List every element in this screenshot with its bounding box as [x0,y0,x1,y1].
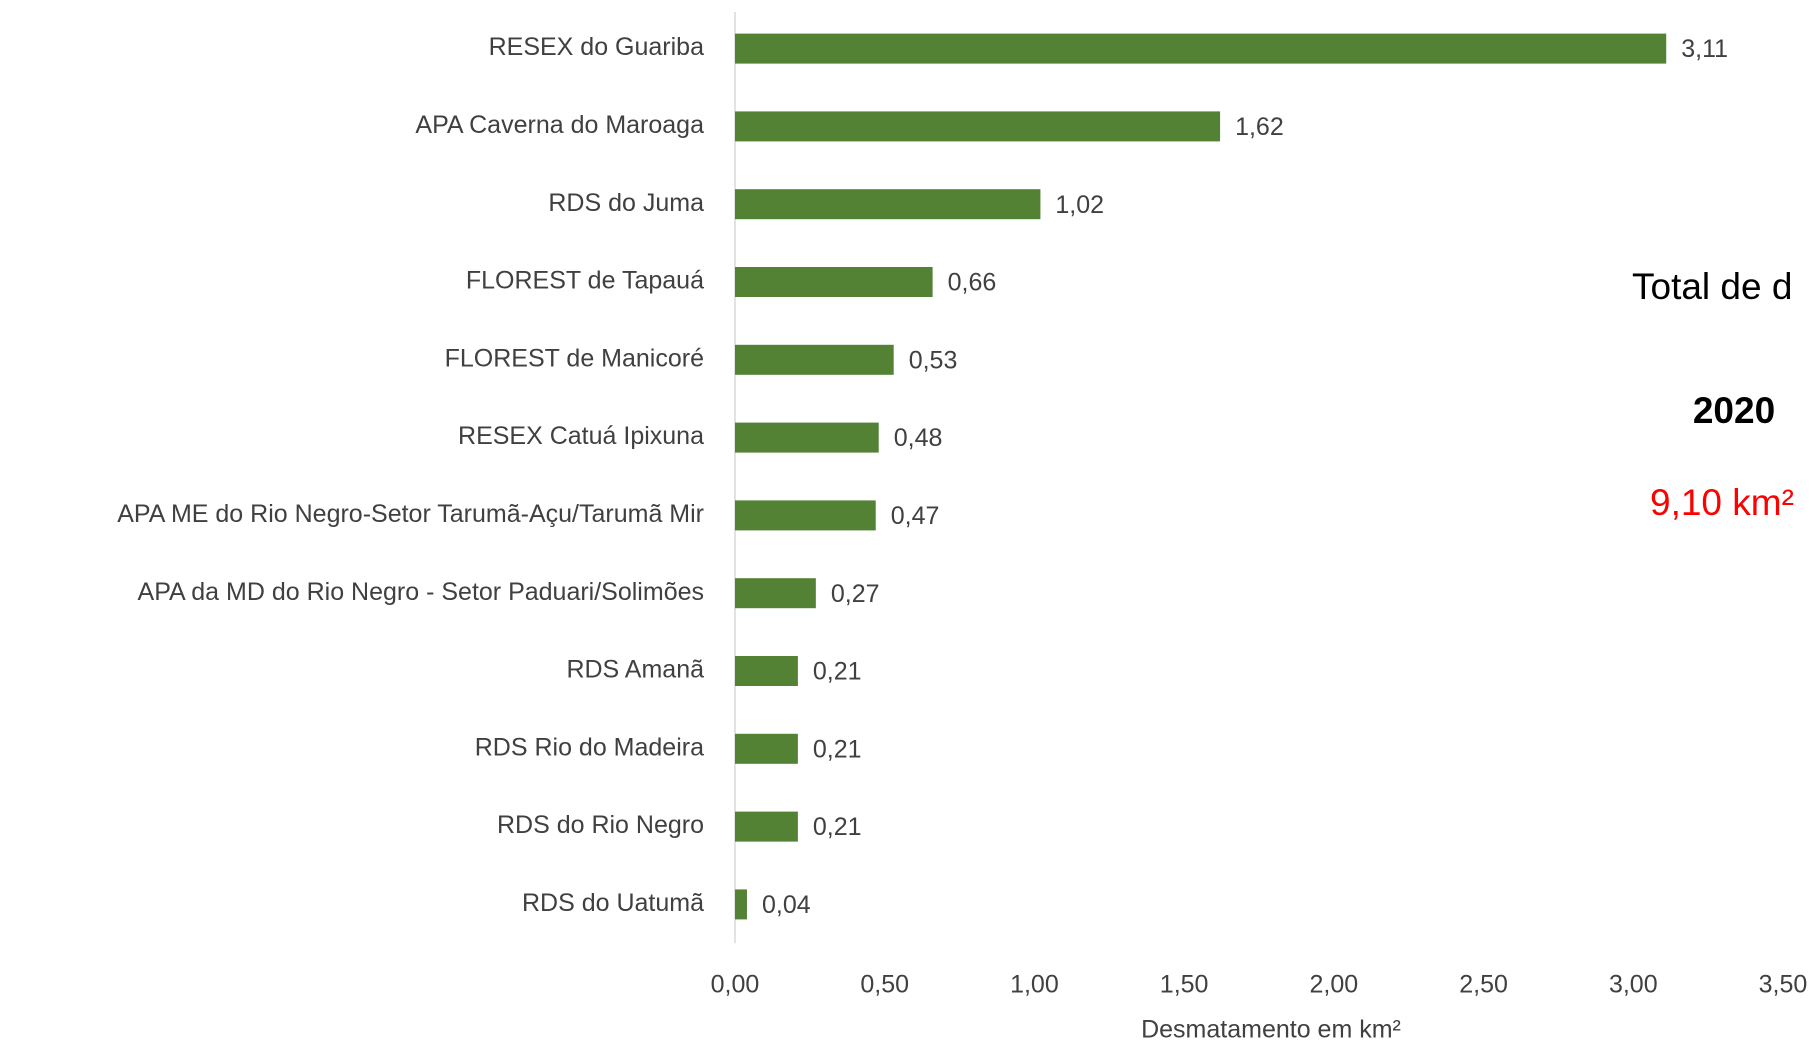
value-label: 0,21 [813,658,862,686]
y-tick-label: RESEX Catuá Ipixuna [458,422,704,450]
y-tick-label: FLOREST de Manicoré [445,344,704,372]
x-tick-label: 2,00 [1310,971,1359,999]
y-tick-label: RDS do Juma [548,189,704,217]
annotation: 2020 [1693,390,1775,431]
annotation: 9,10 km² [1650,482,1794,523]
bar [735,344,894,375]
y-tick-label: FLOREST de Tapauá [466,267,704,295]
value-label: 0,27 [831,580,880,608]
bar [735,267,933,297]
bar [735,111,1221,142]
value-label: 0,04 [762,891,811,919]
x-tick-label: 3,00 [1609,971,1658,999]
x-tick-label: 1,00 [1010,971,1059,999]
value-label: 0,21 [813,735,862,763]
bar [735,189,1041,220]
y-tick-label: RDS do Rio Negro [497,811,704,839]
value-label: 3,11 [1681,35,1728,63]
y-tick-label: RDS Rio do Madeira [475,733,704,761]
y-tick-label: RESEX do Guariba [489,33,704,61]
x-tick-label: 1,50 [1160,971,1209,999]
bar [735,889,747,920]
y-tick-label: APA Caverna do Maroaga [415,111,704,139]
y-tick-label: RDS do Uatumã [522,889,704,917]
value-label: 0,48 [894,424,943,452]
x-tick-label: 0,50 [860,971,909,999]
bar [735,656,798,686]
bar [735,733,798,764]
y-tick-label: APA da MD do Rio Negro - Setor Paduari/S… [138,578,704,606]
bar [735,811,798,842]
annotation: Total de d [1632,266,1792,307]
value-label: 0,21 [813,813,862,841]
x-axis-title: Desmatamento em km² [1141,1016,1401,1044]
x-tick-label: 2,50 [1459,971,1508,999]
y-tick-label: APA ME do Rio Negro-Setor Tarumã-Açu/Tar… [117,500,704,528]
bar [735,500,876,531]
value-label: 0,53 [909,346,958,374]
value-label: 0,66 [948,269,997,297]
bar [735,422,879,453]
value-label: 1,62 [1235,113,1284,141]
value-label: 1,02 [1055,191,1104,219]
x-tick-label: 0,00 [711,971,760,999]
bar [735,33,1667,64]
bar [735,578,816,609]
x-tick-label: 3,50 [1759,971,1808,999]
y-tick-label: RDS Amanã [566,656,704,684]
value-label: 0,47 [891,502,940,530]
